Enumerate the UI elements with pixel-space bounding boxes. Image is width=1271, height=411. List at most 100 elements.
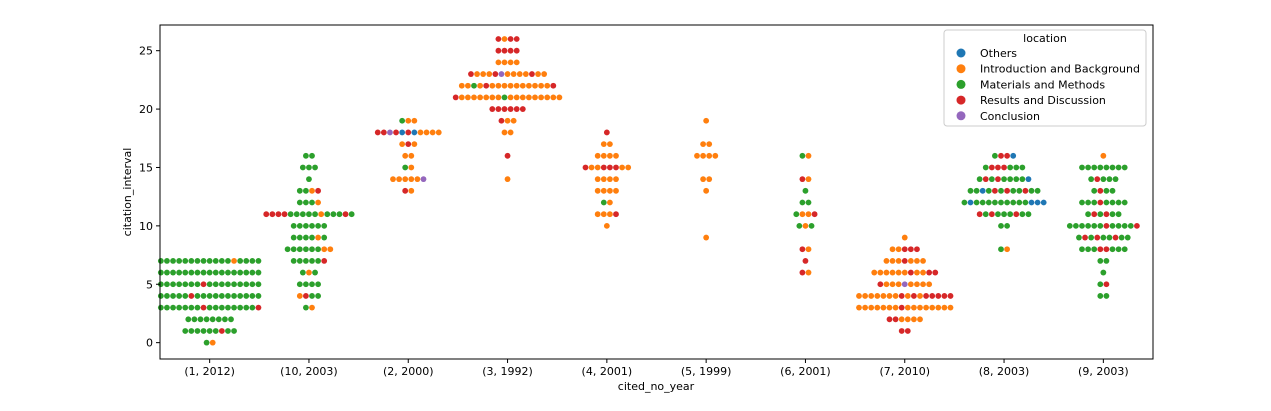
data-point [1076,234,1082,241]
data-point [868,293,875,299]
data-point [296,293,303,299]
data-point [1100,176,1107,183]
data-point [225,269,231,276]
data-point [1109,246,1116,253]
data-point [926,269,933,276]
data-point [914,246,920,253]
data-point [613,152,619,159]
data-point [1100,152,1107,159]
data-point [296,199,303,206]
data-point [935,304,942,311]
data-point [513,94,520,101]
data-point [1097,211,1104,218]
data-point [194,293,201,299]
data-point [182,328,189,334]
data-point [200,328,207,334]
data-point [895,258,902,264]
data-point [309,246,315,253]
data-point [920,281,926,288]
data-point [501,59,508,66]
data-point [222,316,228,323]
data-point [998,246,1004,253]
data-point [495,59,502,66]
data-point [992,199,998,206]
data-point [600,211,607,218]
data-point [911,304,917,311]
data-point [255,258,262,264]
data-point [799,211,806,218]
data-point [390,176,396,183]
data-point [967,187,974,194]
data-point [458,82,465,89]
data-point [513,82,520,89]
data-point [1097,222,1104,229]
data-point [465,94,471,101]
data-point [498,117,505,124]
data-point [886,304,893,311]
data-point [489,106,496,112]
data-point [976,211,983,218]
data-point [306,164,312,171]
data-point [889,258,896,264]
data-point [799,269,806,276]
data-point [225,293,231,299]
data-point [886,316,893,323]
data-point [600,141,607,148]
data-point [471,82,477,89]
data-point [982,176,989,183]
data-point [880,293,887,299]
data-point [1097,199,1104,206]
data-point [988,164,995,171]
data-point [399,129,406,136]
data-point [474,71,480,77]
data-point [299,211,306,218]
data-point [929,304,936,311]
data-point [1079,164,1085,171]
x-axis-label: cited_no_year [618,380,695,393]
data-point [1001,176,1007,183]
data-point [243,281,250,288]
data-point [998,187,1004,194]
data-point [901,234,908,241]
data-point [703,117,710,124]
data-point [541,71,548,77]
data-point [182,269,189,276]
data-point [1112,176,1119,183]
data-point [299,164,306,171]
data-point [218,258,225,264]
data-point [538,82,544,89]
legend-label: Results and Discussion [980,94,1106,107]
data-point [194,269,201,276]
data-point [1066,222,1073,229]
data-point [706,152,713,159]
data-point [321,246,328,253]
legend-marker [956,79,966,89]
data-point [1121,199,1128,206]
data-point [995,211,1001,218]
data-point [914,258,920,264]
data-point [420,176,427,183]
data-point [802,222,809,229]
data-point [495,36,502,42]
data-point [408,176,415,183]
data-point [417,129,424,136]
data-point [1088,176,1095,183]
data-point [550,94,557,101]
data-point [249,269,256,276]
data-point [1115,246,1122,253]
data-point [889,269,896,276]
data-point [495,47,502,54]
data-point [1004,152,1010,159]
data-point [197,316,204,323]
data-point [507,82,514,89]
data-point [535,71,541,77]
data-point [979,187,986,194]
data-point [315,234,321,241]
data-point [188,269,195,276]
data-point [808,222,815,229]
data-point [1103,281,1110,288]
data-point [1121,164,1128,171]
data-point [303,293,309,299]
data-point [920,258,926,264]
data-point [613,164,619,171]
